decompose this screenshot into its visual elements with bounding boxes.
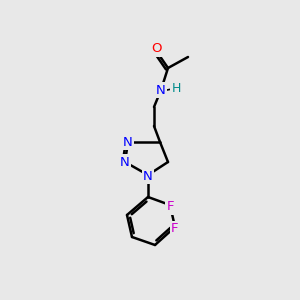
Text: N: N — [156, 83, 166, 97]
Text: H: H — [171, 82, 181, 94]
Text: N: N — [143, 169, 153, 182]
Text: O: O — [152, 43, 162, 56]
Text: F: F — [166, 200, 174, 214]
Text: N: N — [120, 155, 130, 169]
Text: N: N — [123, 136, 133, 148]
Text: F: F — [171, 223, 179, 236]
